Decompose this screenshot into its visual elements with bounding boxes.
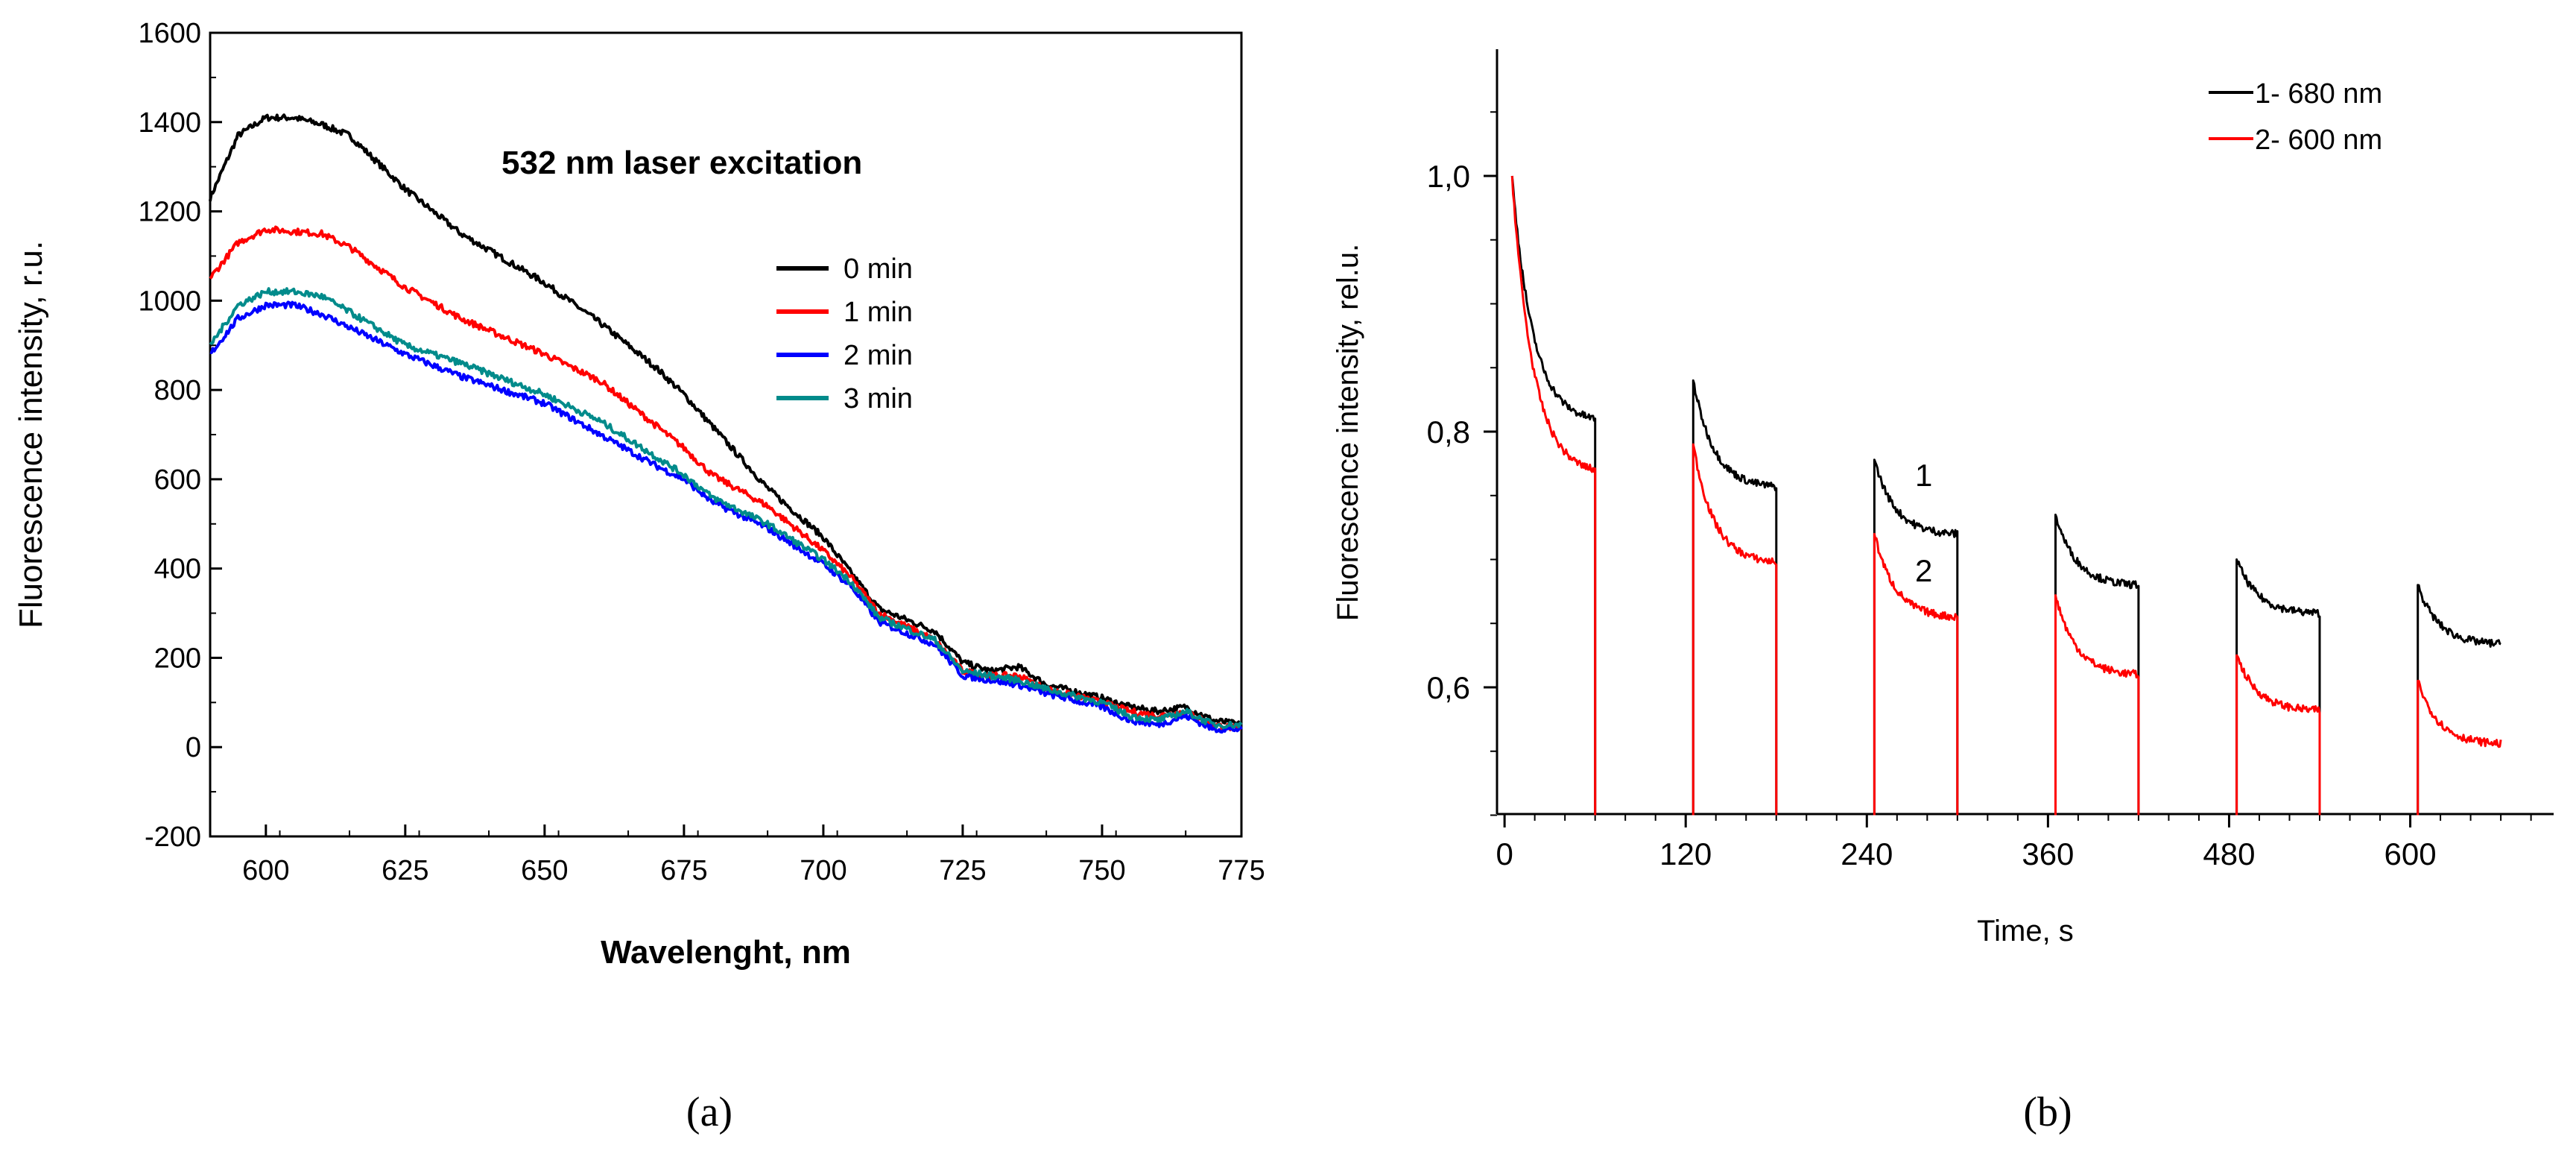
x-tick-label: 650 [521, 855, 568, 886]
series-line-0-min [209, 113, 1243, 728]
panel-label-b: (b) [2023, 1089, 2072, 1135]
series-line-1 [1510, 175, 2501, 816]
x-tick-label: 725 [939, 855, 986, 886]
y-tick-label: 1000 [138, 286, 201, 317]
x-tick-label: 240 [1841, 836, 1893, 871]
legend-label: 2 min [844, 340, 913, 371]
y-tick-label: 0,6 [1427, 670, 1470, 705]
legend-label: 2- 600 nm [2255, 124, 2382, 156]
panel-label-a: (a) [686, 1089, 732, 1135]
chart-b: 0 120 240 360 480 600 0,6 0,8 1,0 Time, s Fluore… [1332, 49, 2554, 947]
x-tick-label: 775 [1218, 855, 1265, 886]
y-tick-label: 800 [154, 375, 201, 406]
x-tick-label: 120 [1659, 836, 1712, 871]
x-tick-label: 600 [242, 855, 289, 886]
y-tick-label: 0 [186, 732, 201, 763]
legend-label: 3 min [844, 383, 913, 414]
x-tick-label: 700 [800, 855, 846, 886]
y-tick-label: 400 [154, 554, 201, 585]
chart-b-ticks: 0 120 240 360 480 600 0,6 0,8 1,0 [1427, 111, 2532, 871]
legend-label: 0 min [844, 253, 913, 285]
y-tick-label: 0,8 [1427, 414, 1470, 450]
x-tick-label: 625 [382, 855, 428, 886]
y-tick-label: -200 [145, 822, 201, 853]
chart-a-y-axis-label: Fluorescence intensity, r.u. [13, 241, 49, 628]
series-line-1-min [209, 225, 1243, 731]
series-line-2 [1510, 175, 2502, 816]
curve-label-2: 2 [1915, 553, 1932, 588]
curve-label-1: 1 [1915, 458, 1932, 493]
x-tick-label: 480 [2203, 836, 2255, 871]
x-tick-label: 675 [660, 855, 707, 886]
y-tick-label: 1400 [138, 107, 201, 139]
chart-a-x-axis-label: Wavelenght, nm [601, 934, 851, 971]
x-tick-label: 600 [2384, 836, 2437, 871]
chart-a-title: 532 nm laser excitation [501, 145, 862, 181]
x-tick-label: 0 [1496, 836, 1513, 871]
chart-b-x-axis-label: Time, s [1977, 915, 2074, 947]
y-tick-label: 1,0 [1427, 159, 1470, 194]
x-tick-label: 360 [2022, 836, 2074, 871]
chart-a-legend: 0 min 1 min 2 min 3 min [776, 253, 913, 414]
chart-b-legend: 1- 680 nm 2- 600 nm [2209, 78, 2382, 156]
legend-label: 1 min [844, 297, 913, 328]
chart-a: 600 625 650 675 700 725 750 775 -200 0 200 400 600 80… [13, 18, 1265, 971]
x-tick-label: 750 [1078, 855, 1125, 886]
chart-a-series-group [209, 113, 1243, 734]
y-tick-label: 600 [154, 464, 201, 496]
series-line-2-min [209, 300, 1243, 734]
legend-label: 1- 680 nm [2255, 78, 2382, 110]
y-tick-label: 1200 [138, 197, 201, 228]
chart-b-y-axis-label: Fluorescence intensity, rel.u. [1332, 244, 1364, 621]
chart-a-ticks: 600 625 650 675 700 725 750 775 -200 0 200 400 600 80… [138, 18, 1265, 886]
y-tick-label: 200 [154, 643, 201, 674]
chart-b-series-group [1510, 175, 2502, 816]
y-tick-label: 1600 [138, 18, 201, 49]
series-line-3-min [209, 287, 1243, 730]
